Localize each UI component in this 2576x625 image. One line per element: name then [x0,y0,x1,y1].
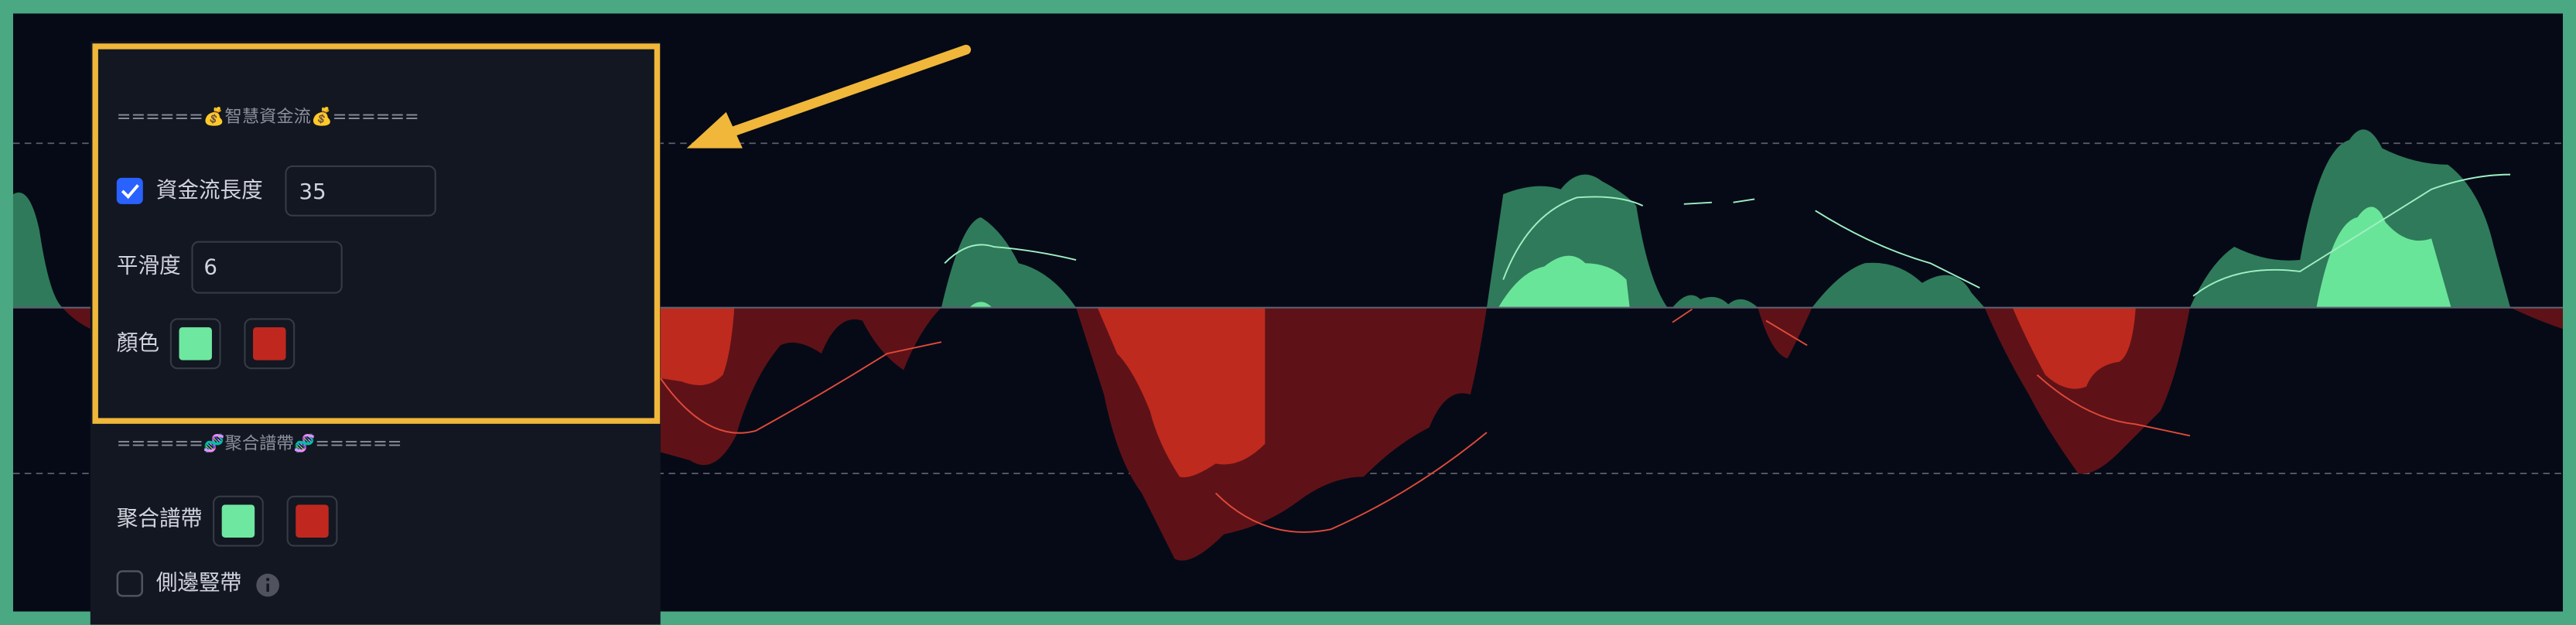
red-area [62,307,91,330]
light-green-area [969,302,992,308]
money-flow-areas [12,129,2564,561]
length-value: 35 [299,179,326,204]
section-header: ======💰智慧資金流💰====== [117,106,419,127]
green-area [1812,262,1985,308]
red-area [1758,307,1812,359]
green-area [1672,295,1758,308]
color-label: 顏色 [117,330,159,355]
arrow-head [686,111,743,149]
smooth-value: 6 [203,254,217,280]
light-green-area [1498,255,1630,308]
color-swatch [296,504,329,538]
signal-line [1215,432,1488,533]
bright-red-area [1097,307,1266,478]
length-label: 資金流長度 [156,177,263,203]
signal-lines [659,173,2511,533]
red-area [2510,307,2564,330]
section-header: ======🧬聚合譜帶🧬====== [117,432,402,453]
info-icon-stem [266,583,269,593]
red-area [660,307,941,466]
smooth-label: 平滑度 [117,253,181,278]
bright-red-area [660,307,735,385]
color-swatch [221,504,255,538]
signal-line [1502,196,1755,280]
green-area [941,217,1077,308]
checkmark [121,184,139,200]
bright-red-area [2012,307,2136,389]
band-label: 聚合譜帶 [117,506,202,531]
signal-line [1815,210,1980,289]
signal-line [2036,374,2191,437]
signal-line [2192,173,2511,297]
light-green-area [2316,207,2451,308]
info-icon-dot [266,577,270,582]
length-input[interactable] [285,165,436,217]
checkbox-checked[interactable] [116,177,143,204]
highlight-box [92,43,661,424]
checkbox-unchecked[interactable] [116,570,143,597]
arrow-shaft [718,44,972,141]
smooth-input[interactable] [191,241,343,294]
color-swatch [179,327,212,360]
color-swatch [253,327,286,360]
signal-line [944,244,1077,264]
green-area [12,192,63,308]
side-label: 側邊豎帶 [156,569,241,595]
signal-line [1672,308,1808,347]
signal-line [659,341,942,434]
